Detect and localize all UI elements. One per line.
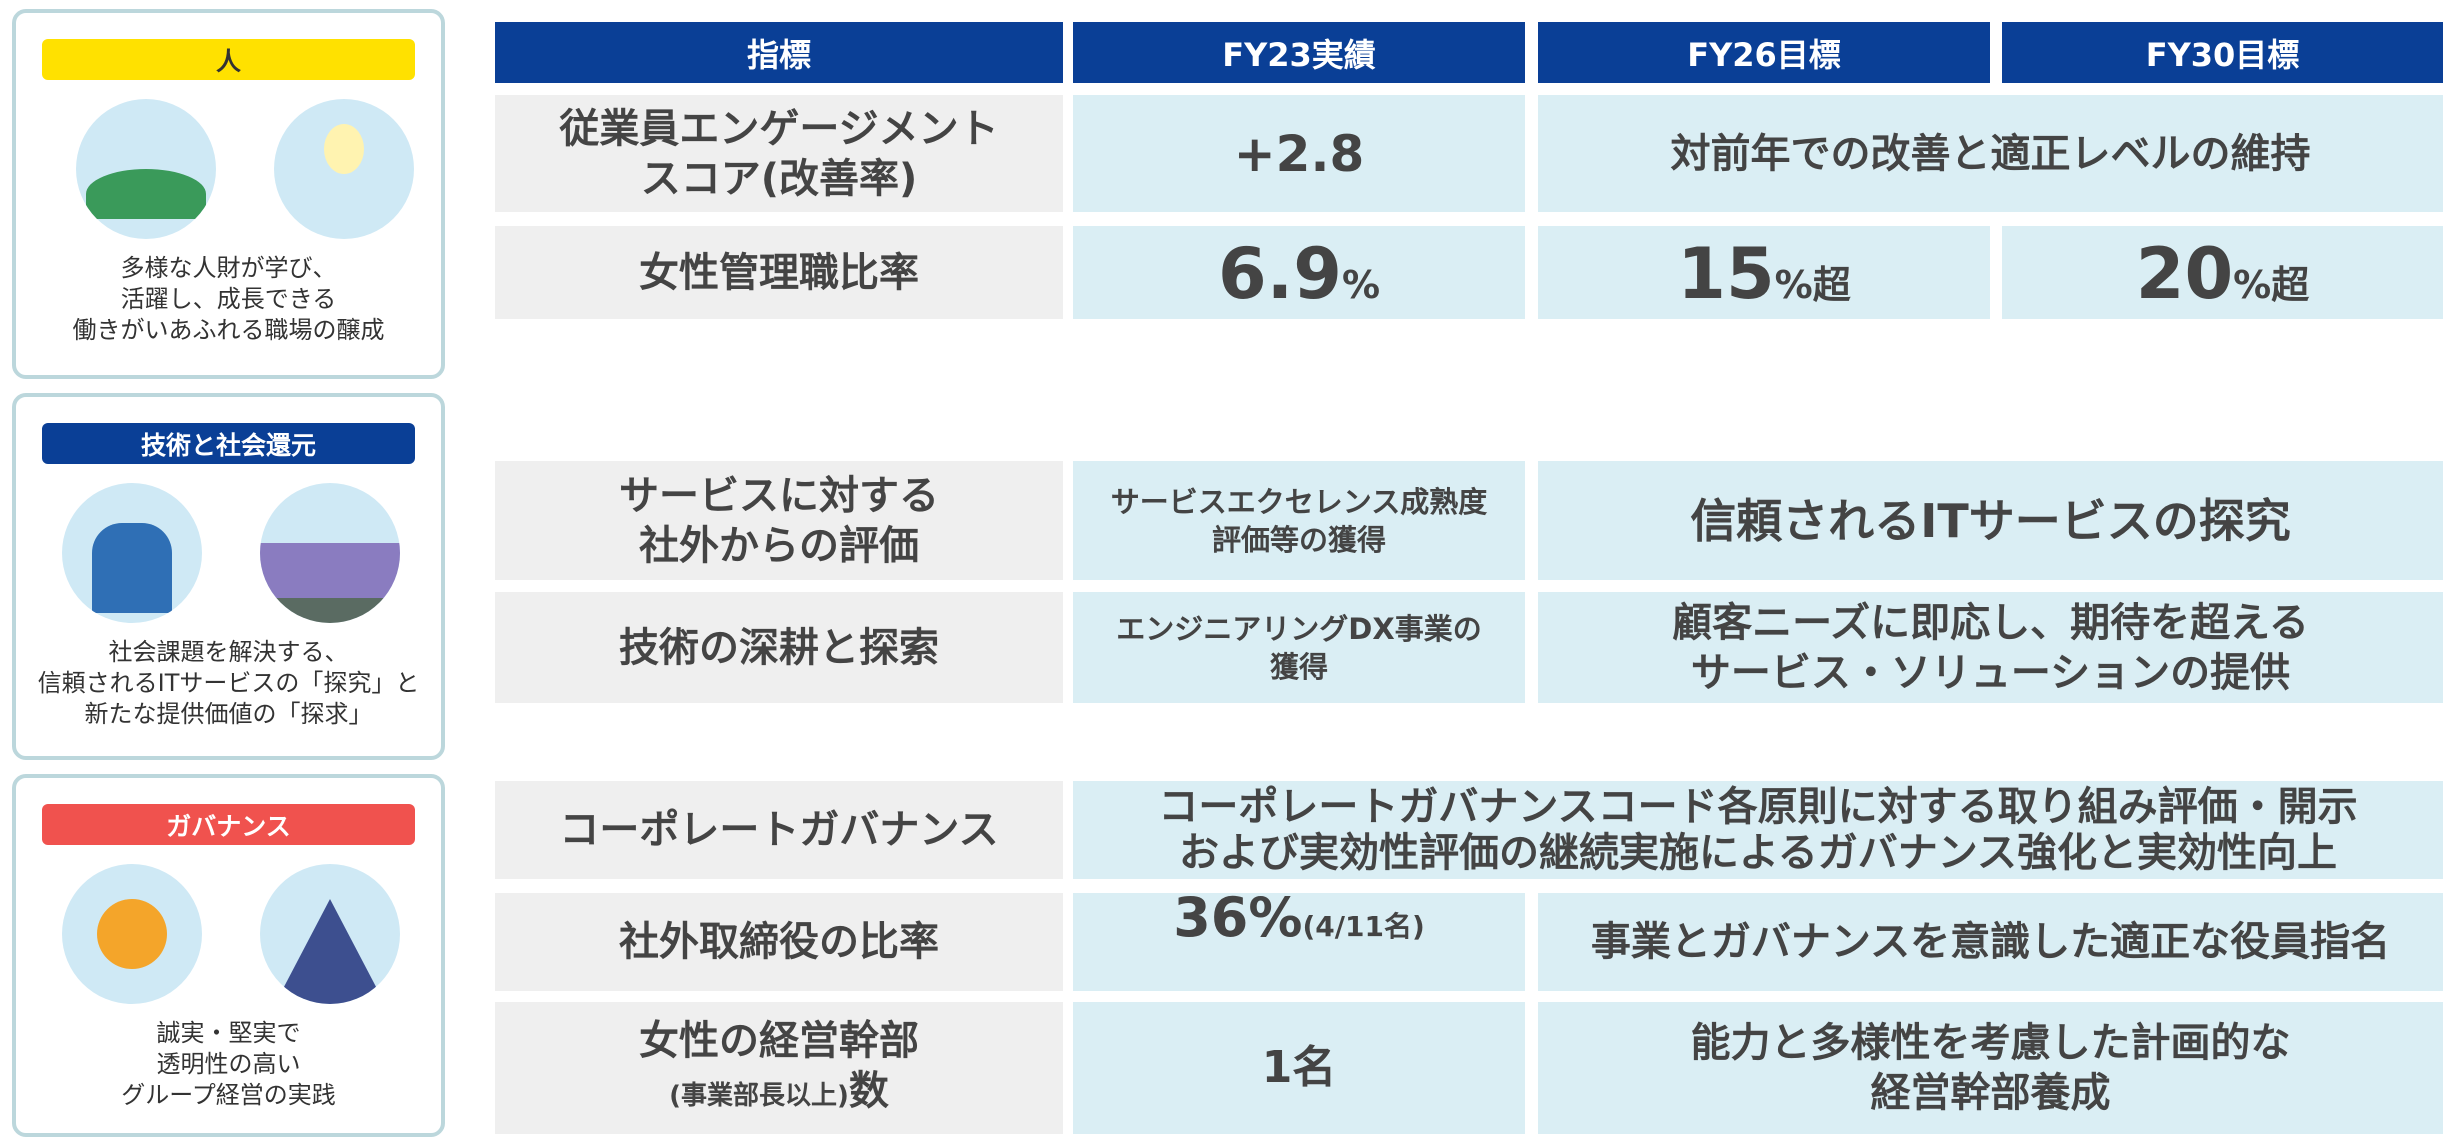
metric-cell: 技術の深耕と探索 [495,592,1063,703]
panel-caption: 多様な人財が学び、 活躍し、成長できる働きがいあふれる職場の醸成 [16,253,441,346]
value-cell: 36% (4/11名) [1073,886,1525,991]
caption-line: 信頼されるITサービスの「探究」と [37,669,420,697]
target-line: 能力と多様性を考慮した計画的な [1690,1020,2291,1066]
value-line: サービスエクセレンス成熟度 [1110,484,1488,519]
caption-line: 活躍し、成長できる [120,285,337,313]
value-cell: +2.8 [1073,95,1525,212]
target-cell: 信頼されるITサービスの探究 [1538,461,2443,580]
value-cell: 6.9% [1073,226,1525,319]
target-cell: 顧客ニーズに即応し、期待を超える サービス・ソリューションの提供 [1538,592,2443,703]
caption-line: 誠実・堅実で [156,1019,301,1047]
note: (事業部長以上) [669,1080,849,1111]
metric-cell: 女性管理職比率 [495,226,1063,319]
metric-cell: 従業員エンゲージメント スコア(改善率) [495,95,1063,212]
caption-line: 新たな提供価値の「探求」 [84,700,373,728]
target-line: 経営幹部養成 [1870,1070,2111,1116]
unit: %超 [2233,263,2310,307]
note: (4/11名) [1302,910,1425,943]
value-line: エンジニアリングDX事業の [1116,611,1482,646]
metric-line: 従業員エンゲージメント [559,105,999,152]
metric-cell: 社外取締役の比率 [495,893,1063,991]
metric-cell: コーポレートガバナンス [495,781,1063,879]
panel-label: ガバナンス [42,804,415,845]
caption-line: 透明性の高い [156,1050,301,1078]
value-cell: 20 %超 [2002,226,2443,319]
panel-label: 技術と社会還元 [42,423,415,464]
target-cell: コーポレートガバナンスコード各原則に対する取り組み評価・開示 および実効性評価の継… [1073,781,2443,879]
panel-governance: ガバナンス 誠実・堅実で 透明性の高いグループ経営の実践 [12,774,445,1137]
metric-line: (事業部長以上)数 [669,1066,889,1121]
header-cell: FY23実績 [1073,22,1525,83]
target-line: および実効性評価の継続実施によるガバナンス強化と実効性向上 [1179,830,2337,876]
value-cell: エンジニアリングDX事業の 獲得 [1073,592,1525,703]
panel-caption: 誠実・堅実で 透明性の高いグループ経営の実践 [16,1018,441,1111]
value-line: 評価等の獲得 [1211,522,1386,557]
target-cell: 能力と多様性を考慮した計画的な 経営幹部養成 [1538,1002,2443,1134]
target-line: 顧客ニーズに即応し、期待を超える [1672,599,2309,646]
metric-cell: サービスに対する 社外からの評価 [495,461,1063,580]
panel-caption: 社会課題を解決する、信頼されるITサービスの「探究」と 新たな提供価値の「探求」 [16,637,441,730]
target-cell: 対前年での改善と適正レベルの維持 [1538,95,2443,212]
illustration [260,483,400,623]
value-line: 獲得 [1269,649,1328,684]
value-cell: 1名 [1073,1002,1525,1134]
value: 36% [1173,886,1303,949]
metric-line: 女性の経営幹部 [639,1017,919,1064]
unit: % [1341,263,1381,307]
metric-line: スコア(改善率) [640,155,918,202]
target-cell: 事業とガバナンスを意識した適正な役員指名 [1538,893,2443,991]
header-cell: FY30目標 [2002,22,2443,83]
caption-line: 社会課題を解決する、 [108,638,349,666]
illustration [76,99,216,239]
header-cell: 指標 [495,22,1063,83]
caption-line: グループ経営の実践 [121,1081,336,1109]
unit: %超 [1774,263,1851,307]
metric-text: 数 [848,1067,889,1114]
illustration [62,483,202,623]
illustration [260,864,400,1004]
panel-label: 人 [42,39,415,80]
metric-line: 社外からの評価 [639,522,919,569]
metric-cell: 女性の経営幹部 (事業部長以上)数 [495,1002,1063,1134]
header-cell: FY26目標 [1538,22,1990,83]
value: 6.9 [1217,233,1342,315]
value: 20 [2135,233,2234,315]
target-line: サービス・ソリューションの提供 [1690,649,2291,696]
caption-line: 多様な人財が学び、 [120,254,337,282]
illustration [274,99,414,239]
value: 15 [1677,233,1775,315]
panel-tech: 技術と社会還元 社会課題を解決する、信頼されるITサービスの「探究」と 新たな提供… [12,393,445,760]
value-cell: 15 %超 [1538,226,1990,319]
caption-line: 働きがいあふれる職場の醸成 [72,316,385,344]
panel-people: 人 多様な人財が学び、 活躍し、成長できる働きがいあふれる職場の醸成 [12,9,445,379]
metric-line: サービスに対する [619,472,939,519]
value-cell: サービスエクセレンス成熟度 評価等の獲得 [1073,461,1525,580]
illustration [62,864,202,1004]
target-line: コーポレートガバナンスコード各原則に対する取り組み評価・開示 [1158,784,2358,830]
